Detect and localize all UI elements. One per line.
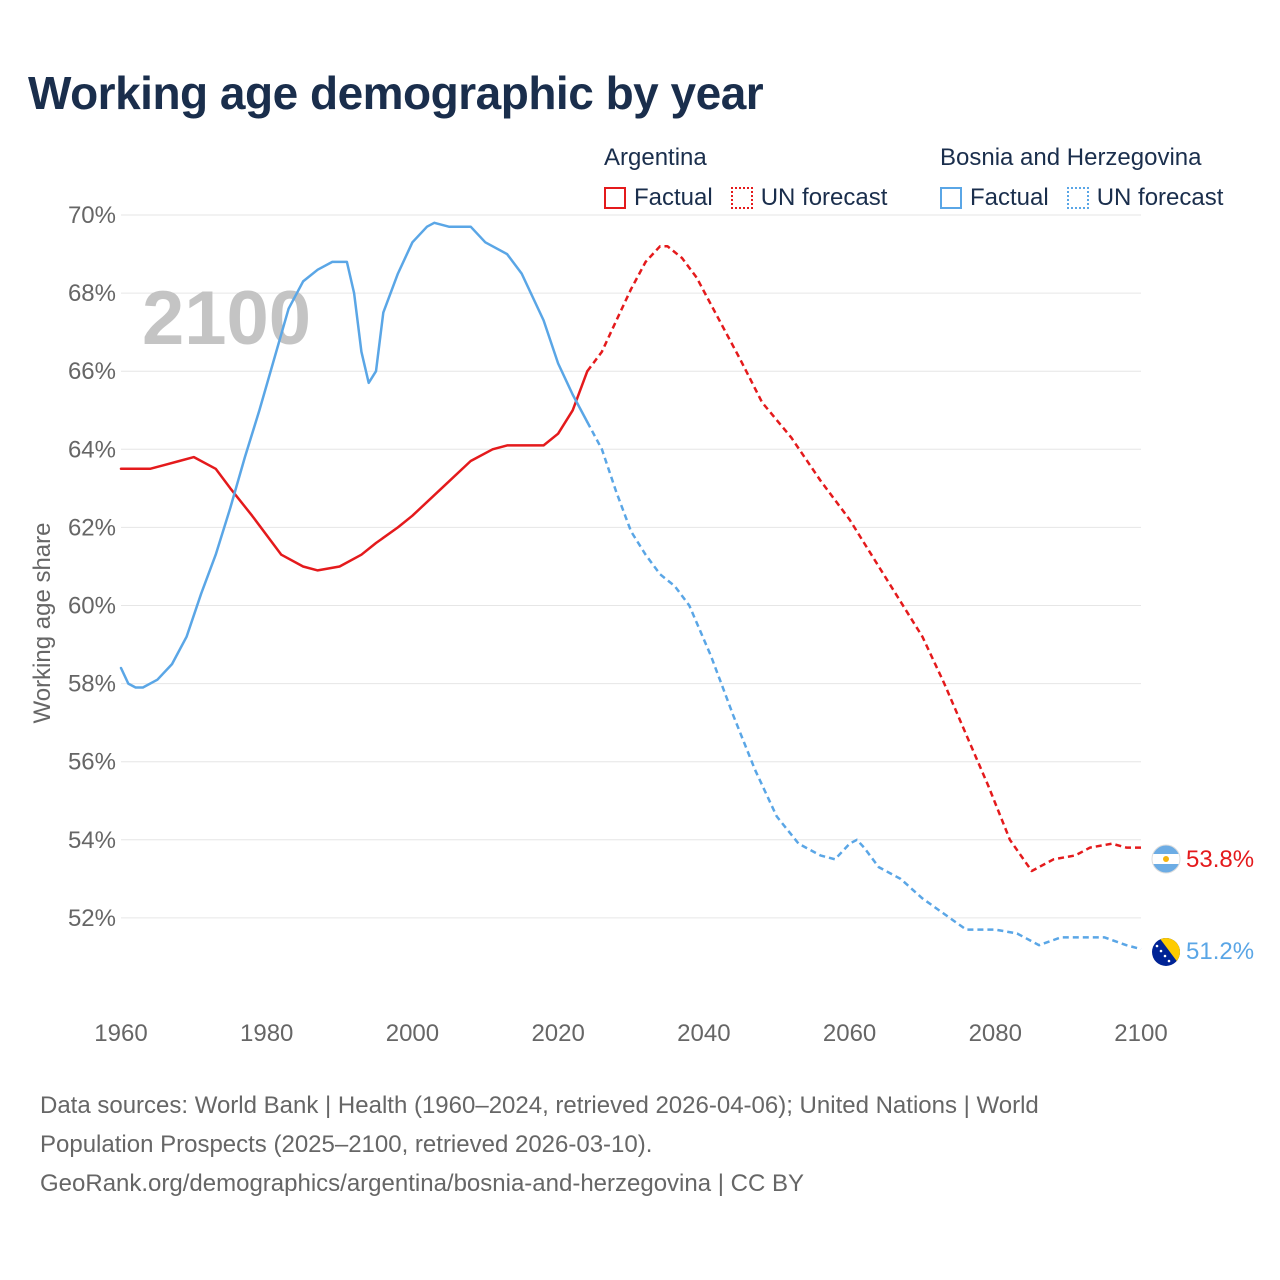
x-tick-label: 2080: [969, 1020, 1022, 1047]
legend-swatch-solid-blue: [940, 187, 962, 209]
legend-swatch-solid-red: [604, 187, 626, 209]
legend-label: UN forecast: [760, 184, 888, 211]
y-tick-label: 62%: [68, 514, 116, 541]
series-lines: [119, 221, 1142, 951]
data-sources: Data sources: World Bank | Health (1960–…: [40, 1086, 1220, 1203]
y-tick-label: 60%: [68, 593, 116, 620]
x-tick-label: 2000: [386, 1020, 439, 1047]
y-tick-label: 56%: [68, 749, 116, 776]
x-tick-label: 2020: [531, 1020, 584, 1047]
x-axis-ticks: 1960 1980 2000 2020 2040 2060 2080 2100: [94, 1020, 1167, 1047]
line-bosnia-factual: [119, 221, 589, 689]
x-tick-label: 1960: [94, 1020, 147, 1047]
gridlines: [121, 214, 1141, 919]
y-tick-label: 52%: [68, 905, 116, 932]
line-chart: 2100 52% 54% 56% 58% 60% 62% 64% 66% 68% 70% 1960…: [29, 202, 1254, 1047]
x-tick-label: 1980: [240, 1020, 293, 1047]
source-line-1: Data sources: World Bank | Health (1960–…: [40, 1092, 1039, 1119]
line-bosnia-forecast: [586, 421, 1142, 951]
x-tick-label: 2060: [823, 1020, 876, 1047]
y-axis-label: Working age share: [29, 523, 56, 724]
legend-bosnia-factual[interactable]: Factual: [940, 184, 1049, 212]
legend-argentina-factual[interactable]: Factual: [604, 184, 713, 212]
legend-swatch-dotted-red: [730, 187, 753, 209]
legend-country-bosnia: Bosnia and Herzegovina: [940, 144, 1202, 171]
end-label-argentina: 53.8%: [1186, 846, 1254, 873]
line-argentina-factual: [119, 369, 589, 572]
legend-bosnia: Bosnia and Herzegovina Factual UN foreca…: [940, 144, 1223, 212]
y-tick-label: 54%: [68, 827, 116, 854]
legend-label: UN forecast: [1096, 184, 1224, 211]
legend-bosnia-forecast[interactable]: UN forecast: [1066, 184, 1224, 212]
y-tick-label: 64%: [68, 436, 116, 463]
year-watermark: 2100: [142, 276, 311, 361]
y-tick-label: 68%: [68, 280, 116, 307]
y-tick-label: 70%: [68, 202, 116, 229]
legend-label: Factual: [970, 184, 1049, 211]
y-tick-label: 58%: [68, 671, 116, 698]
y-axis-ticks: 52% 54% 56% 58% 60% 62% 64% 66% 68% 70%: [68, 202, 116, 932]
legend-swatch-dotted-blue: [1066, 187, 1089, 209]
source-line-3[interactable]: GeoRank.org/demographics/argentina/bosni…: [40, 1170, 805, 1197]
end-label-bosnia: 51.2%: [1186, 938, 1254, 965]
x-tick-label: 2040: [677, 1020, 730, 1047]
legend-argentina: Argentina Factual UN forecast: [604, 144, 887, 212]
bosnia-flag-icon: [1152, 938, 1180, 966]
legend-label: Factual: [634, 184, 713, 211]
legend-country-argentina: Argentina: [604, 144, 707, 171]
x-tick-label: 2100: [1114, 1020, 1167, 1047]
y-tick-label: 66%: [68, 358, 116, 385]
argentina-flag-icon: [1151, 844, 1181, 874]
line-argentina-forecast: [586, 244, 1141, 873]
source-line-2: Population Prospects (2025–2100, retriev…: [40, 1131, 653, 1158]
chart-title: Working age demographic by year: [28, 67, 764, 119]
legend-argentina-forecast[interactable]: UN forecast: [730, 184, 888, 212]
